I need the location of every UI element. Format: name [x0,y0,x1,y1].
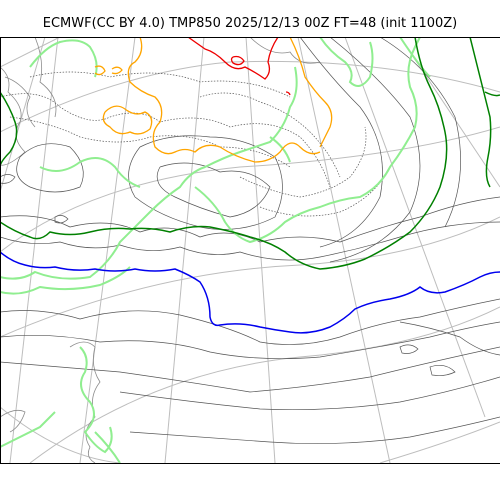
parallel-line [0,406,121,463]
contour-fragment [0,174,16,184]
isotherm-thin [0,321,500,360]
orange-isotherm [94,37,333,163]
isotherm-thin [329,37,421,263]
isotherm-green [0,91,18,168]
red-isotherm [187,37,291,96]
green-isotherm [0,37,500,270]
isotherm-blue [0,251,500,334]
isotherm-thin [399,321,500,356]
coastline-path [34,37,57,118]
isotherm-green [469,37,492,188]
parallel-line [379,421,500,463]
isotherm-thin [129,416,500,445]
parallel-line [0,126,500,253]
map-svg [0,37,500,463]
isotherm-light-green [399,37,431,78]
isotherm-light-green [0,266,131,295]
isotherm-dotted [0,93,331,188]
light-green-isotherms [0,37,431,463]
isotherm-orange [94,65,106,76]
isotherm-thin [379,37,461,228]
isotherm-thin [156,162,271,218]
isotherm-thin [0,298,500,345]
isotherm-light-green [39,157,141,188]
contour-fragment [54,215,69,224]
meridian-line [245,37,276,463]
meridian-line [164,37,205,463]
graticule [0,37,500,463]
coastline-path [4,76,36,128]
isotherm-thin [119,376,500,411]
meridian-line [9,37,59,463]
small-contour-fragments [0,174,456,376]
contour-fragment [399,344,419,354]
isotherm-red [285,91,291,96]
isotherm-thin [128,135,283,230]
meridian-line [297,37,391,463]
parallel-line [29,306,500,463]
isotherm-thin [0,346,500,393]
isotherm-light-green [0,66,298,280]
coastline-path [69,341,101,463]
isotherm-dotted [29,71,291,98]
meridian-line [0,37,46,193]
isotherm-dotted [9,116,291,168]
isotherm-light-green [29,39,98,78]
isotherm-thin [299,37,383,248]
coastline-path [249,37,321,64]
coastline-path [0,409,26,433]
isotherm-light-green [79,346,113,454]
contour-fragment [429,365,456,376]
isotherm-green [0,37,448,270]
parallel-line [0,216,500,338]
isotherm-thin [16,143,84,193]
isotherm-light-green [94,431,121,463]
meridian-line [0,37,61,68]
meridian-line [79,37,136,463]
isotherm-orange [289,37,333,148]
isotherm-orange [111,66,123,75]
isotherm-light-green [0,411,56,448]
isotherm-green [484,91,500,97]
isotherm-light-green [269,136,291,163]
isotherm-thin [0,196,500,243]
coastline [0,37,321,463]
isotherm-red [230,55,245,66]
temperature-map [0,37,500,463]
isotherm-red [187,37,279,80]
blue-isotherm [0,251,500,334]
coastline-path [0,66,26,166]
isotherm-light-green [319,37,374,87]
isotherm-light-green [194,37,421,244]
isotherm-orange [127,37,321,163]
map-title: ECMWF(CC BY 4.0) TMP850 2025/12/13 00Z F… [42,16,458,31]
isotherm-dotted [199,92,341,178]
isotherm-thin [0,221,500,261]
isotherm-orange [102,105,153,135]
